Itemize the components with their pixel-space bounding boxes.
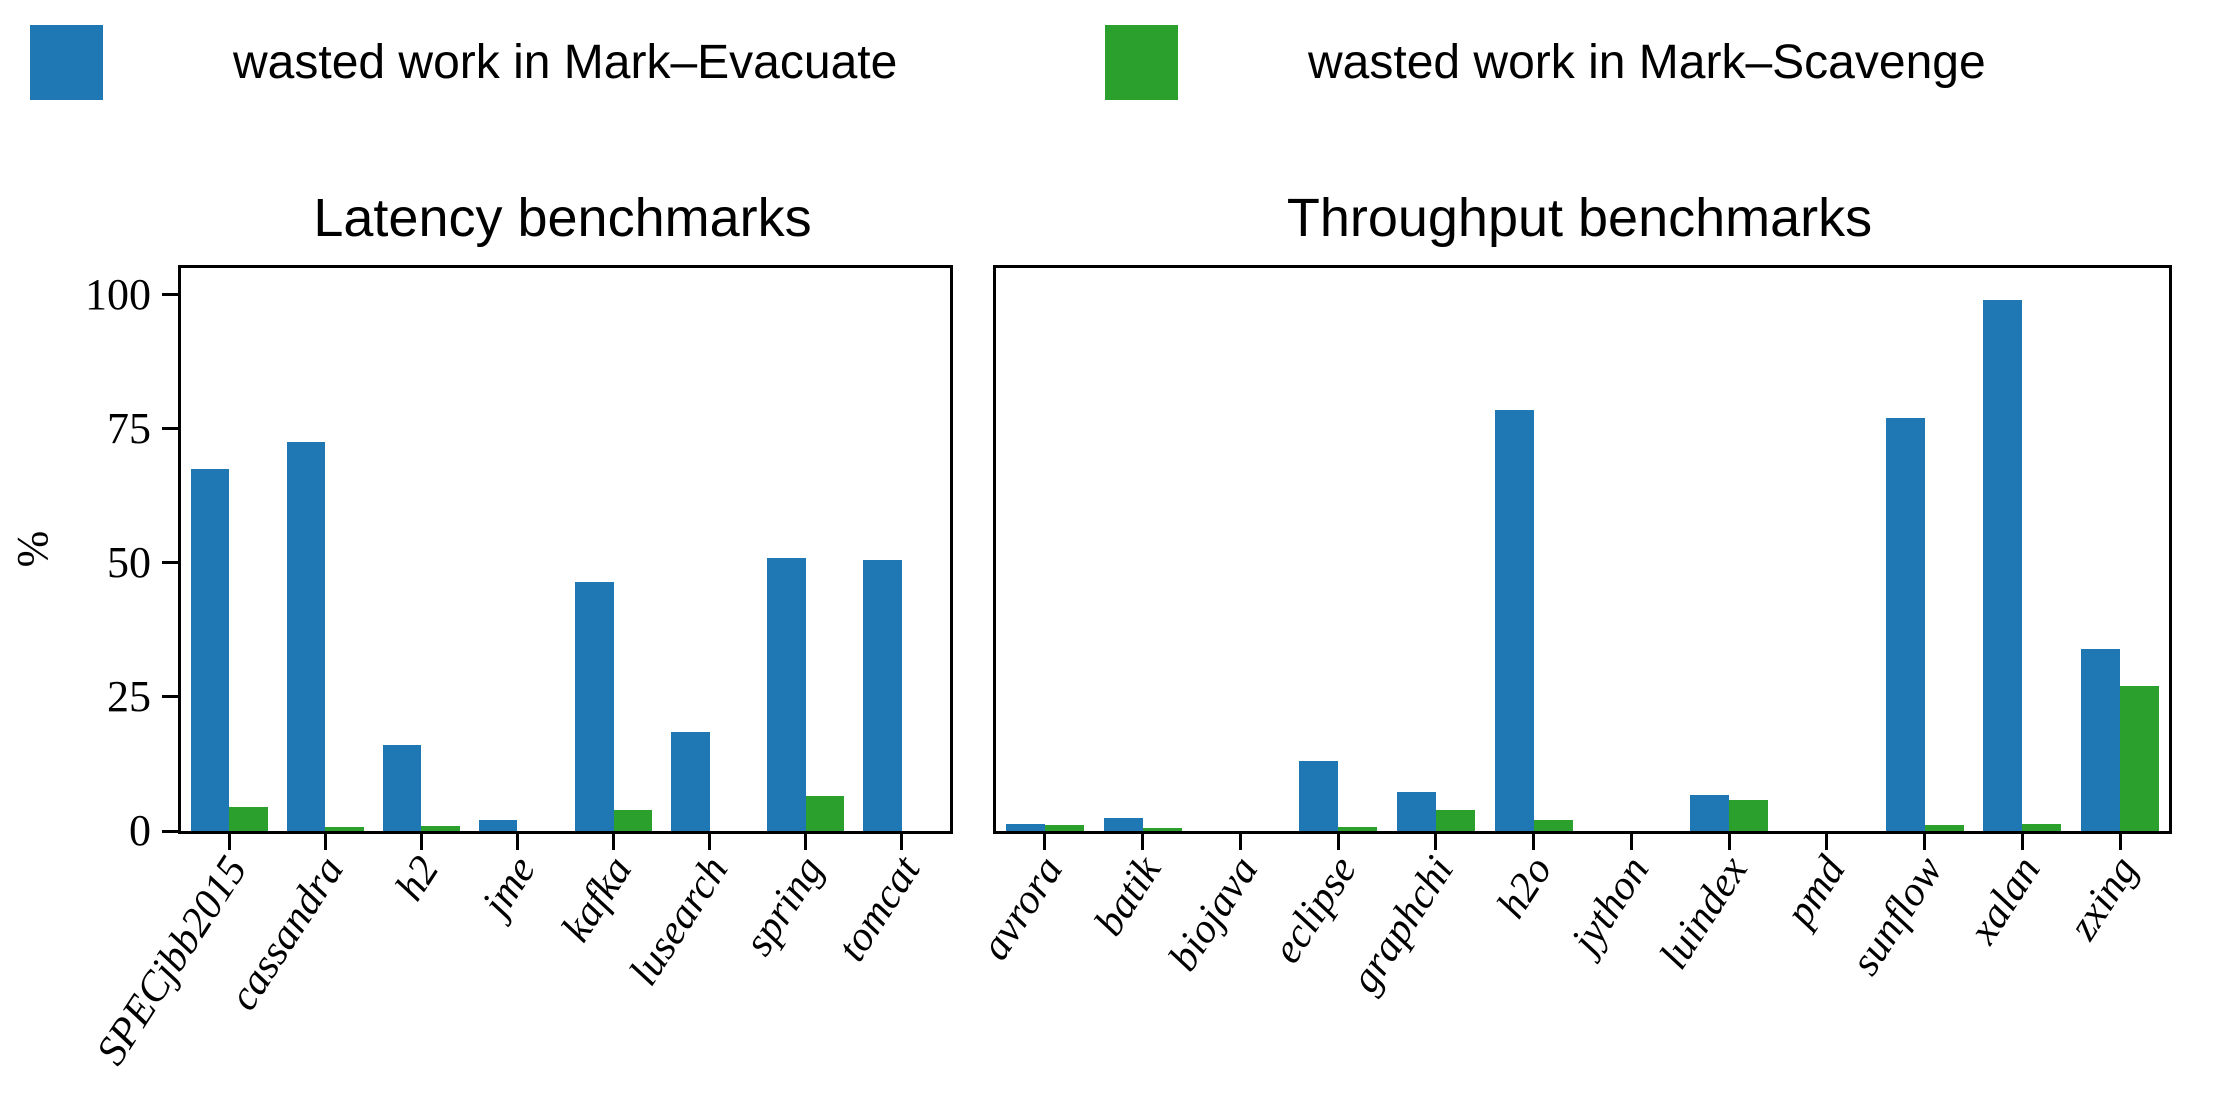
bar-sunflow-mark-evacuate xyxy=(1885,418,1925,831)
x-tick-spring xyxy=(804,831,808,850)
x-tick-sunflow xyxy=(1923,831,1927,850)
x-tick-luindex xyxy=(1727,831,1731,850)
latency-plot-area: SPECjbb2015 cassandra h2 jme kafka lusearch sp… xyxy=(85,265,953,1073)
x-tick-label-xalan: xalan xyxy=(1960,848,2050,952)
bar-eclipse-mark-evacuate xyxy=(1299,761,1339,831)
x-tick-label-tomcat: tomcat xyxy=(828,848,930,970)
bar-specjbb2015-mark-scavenge xyxy=(229,806,268,831)
bar-avrora-mark-evacuate xyxy=(1005,824,1045,831)
bar-h2o-mark-scavenge xyxy=(1533,820,1573,831)
x-tick-xalan xyxy=(2020,831,2024,850)
legend-swatch-mark-scavenge-icon xyxy=(1105,25,1178,100)
bar-zxing-mark-scavenge xyxy=(2120,686,2160,831)
bar-batik-mark-evacuate xyxy=(1103,818,1143,831)
bar-h2o-mark-evacuate xyxy=(1494,410,1534,831)
bar-avrora-mark-scavenge xyxy=(1044,824,1084,831)
x-tick-label-h2o: h2o xyxy=(1488,848,1561,927)
legend-item-mark-scavenge: wasted work in Mark–Scavenge xyxy=(1105,25,1986,100)
bar-tomcat-mark-evacuate xyxy=(863,560,902,831)
x-tick-tomcat xyxy=(900,831,904,850)
bar-xalan-mark-evacuate xyxy=(1983,300,2023,831)
x-tick-label-kafka: kafka xyxy=(552,848,641,950)
y-tick-100 xyxy=(162,293,178,297)
x-tick-h2 xyxy=(419,831,423,850)
x-tick-label-luindex: luindex xyxy=(1650,848,1757,978)
bar-sunflow-mark-scavenge xyxy=(1924,825,1964,831)
bar-luindex-mark-scavenge xyxy=(1729,800,1769,831)
x-tick-jython xyxy=(1629,831,1633,850)
y-tick-0 xyxy=(162,829,178,833)
x-tick-zxing xyxy=(2118,831,2122,850)
x-tick-label-sunflow: sunflow xyxy=(1842,848,1952,984)
bar-xalan-mark-scavenge xyxy=(2022,824,2062,831)
bar-graphchi-mark-scavenge xyxy=(1435,809,1475,831)
bar-spring-mark-scavenge xyxy=(805,796,845,831)
x-tick-label-spring: spring xyxy=(736,848,834,964)
bar-h2-mark-evacuate xyxy=(382,745,422,831)
y-tick-75 xyxy=(162,427,178,431)
x-tick-label-eclipse: eclipse xyxy=(1263,848,1366,972)
x-tick-label-batik: batik xyxy=(1085,848,1170,944)
y-tick-label-75: 75 xyxy=(107,403,151,453)
x-tick-biojava xyxy=(1238,831,1242,850)
x-tick-label-lusearch: lusearch xyxy=(620,848,737,994)
y-tick-25 xyxy=(162,695,178,699)
bar-kafka-mark-scavenge xyxy=(613,809,652,831)
bar-lusearch-mark-evacuate xyxy=(671,731,710,831)
bar-eclipse-mark-scavenge xyxy=(1338,826,1378,831)
x-tick-label-specjbb2015: SPECjbb2015 xyxy=(88,848,257,1074)
bar-luindex-mark-evacuate xyxy=(1690,795,1730,831)
y-tick-label-100: 100 xyxy=(85,269,151,319)
legend-label-mark-scavenge: wasted work in Mark–Scavenge xyxy=(1308,36,1986,89)
bar-h2-mark-scavenge xyxy=(421,825,460,831)
bar-cassandra-mark-evacuate xyxy=(286,442,326,831)
throughput-chart-title: Throughput benchmarks xyxy=(1286,188,1873,248)
bar-batik-mark-scavenge xyxy=(1142,827,1182,831)
bar-cassandra-mark-scavenge xyxy=(325,827,364,831)
bar-graphchi-mark-evacuate xyxy=(1396,792,1436,831)
bar-specjbb2015-mark-evacuate xyxy=(190,469,230,831)
x-tick-label-biojava: biojava xyxy=(1160,848,1268,980)
x-tick-label-zxing: zxing xyxy=(2060,848,2148,948)
bar-kafka-mark-evacuate xyxy=(575,581,614,831)
x-tick-pmd xyxy=(1825,831,1829,850)
legend-label-mark-evacuate: wasted work in Mark–Evacuate xyxy=(233,36,898,89)
x-tick-label-jme: jme xyxy=(473,848,545,925)
y-tick-50 xyxy=(162,561,178,565)
bar-jme-mark-evacuate xyxy=(478,820,518,831)
x-tick-jme xyxy=(515,831,519,850)
x-tick-eclipse xyxy=(1336,831,1340,850)
legend-swatch-mark-evacuate-icon xyxy=(30,25,103,100)
x-tick-batik xyxy=(1141,831,1145,850)
latency-chart-title: Latency benchmarks xyxy=(313,188,812,248)
x-tick-label-avrora: avrora xyxy=(972,848,1073,969)
y-tick-label-0: 0 xyxy=(129,806,151,855)
x-tick-graphchi xyxy=(1434,831,1438,850)
x-tick-specjbb2015 xyxy=(227,831,231,850)
x-tick-lusearch xyxy=(708,831,712,850)
legend-item-mark-evacuate: wasted work in Mark–Evacuate xyxy=(30,25,897,100)
bar-zxing-mark-evacuate xyxy=(2081,648,2121,831)
x-tick-avrora xyxy=(1043,831,1047,850)
x-tick-label-h2: h2 xyxy=(387,848,449,909)
throughput-plot-area: avrora batik biojava eclipse graphchi h2o jyth… xyxy=(972,265,2172,1001)
y-tick-label-50: 50 xyxy=(107,537,151,587)
bar-spring-mark-evacuate xyxy=(767,557,806,831)
x-tick-kafka xyxy=(612,831,616,850)
x-tick-h2o xyxy=(1532,831,1536,850)
x-tick-label-pmd: pmd xyxy=(1776,848,1855,935)
x-tick-label-jython: jython xyxy=(1562,848,1659,962)
x-tick-cassandra xyxy=(323,831,327,850)
y-tick-label-25: 25 xyxy=(107,671,151,721)
